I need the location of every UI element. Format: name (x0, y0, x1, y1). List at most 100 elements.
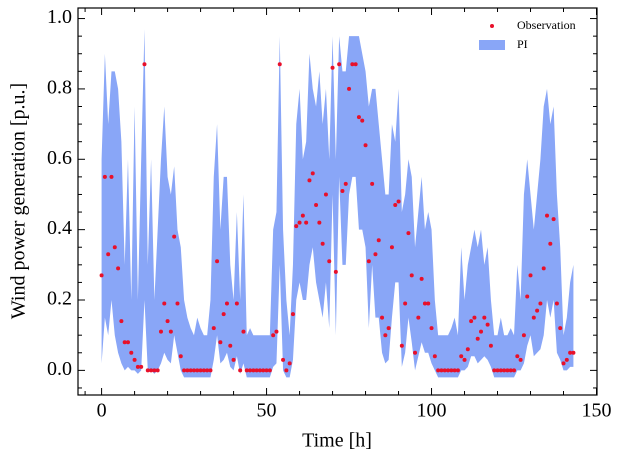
observation-point (264, 368, 269, 373)
observation-point (290, 312, 295, 317)
observation-point (112, 245, 117, 250)
y-tick-label: 0.2 (47, 288, 72, 310)
observation-point (360, 118, 365, 123)
observation-point (188, 368, 193, 373)
observation-point (422, 301, 427, 306)
y-axis-label: Wind power generation [p.u.] (8, 83, 30, 319)
observation-point (333, 269, 338, 274)
observation-point (165, 319, 170, 324)
observation-point (142, 62, 147, 67)
observation-point (337, 62, 342, 67)
observation-point (132, 357, 137, 362)
observation-point (277, 62, 282, 67)
observation-point (294, 224, 299, 229)
observation-point (307, 178, 312, 183)
observation-point (554, 301, 559, 306)
observation-point (376, 238, 381, 243)
observation-point (488, 343, 493, 348)
observation-point (452, 368, 457, 373)
observation-point (218, 340, 223, 345)
observation-point (363, 143, 368, 148)
observation-point (304, 220, 309, 225)
observation-point (548, 241, 553, 246)
observation-point (531, 315, 536, 320)
observation-point (482, 315, 487, 320)
y-tick-label: 0.6 (47, 147, 72, 169)
observation-point (469, 319, 474, 324)
observation-point (327, 259, 332, 264)
observation-point (403, 301, 408, 306)
observation-point (139, 364, 144, 369)
observation-point (439, 368, 444, 373)
observation-point (122, 340, 127, 345)
observation-point (145, 368, 150, 373)
observation-point (297, 220, 302, 225)
observation-point (135, 364, 140, 369)
observation-point (158, 329, 163, 334)
x-tick-label: 100 (417, 400, 447, 422)
y-tick-label: 1.0 (47, 6, 72, 28)
observation-point (317, 220, 322, 225)
observation-point (498, 368, 503, 373)
observation-point (257, 368, 262, 373)
observation-point (215, 259, 220, 264)
observation-point (310, 171, 315, 176)
observation-point (492, 368, 497, 373)
observation-point (211, 326, 216, 331)
observation-point (393, 203, 398, 208)
observation-point (518, 357, 523, 362)
x-tick-label: 0 (97, 400, 107, 422)
observation-point (383, 333, 388, 338)
observation-point (446, 368, 451, 373)
observation-point (152, 368, 157, 373)
observation-point (340, 188, 345, 193)
x-tick-label: 50 (257, 400, 277, 422)
observation-point (564, 357, 569, 362)
observation-point (172, 234, 177, 239)
observation-point (571, 350, 576, 355)
observation-point (224, 301, 229, 306)
observation-point (512, 368, 517, 373)
observation-point (551, 217, 556, 222)
observation-point (254, 368, 259, 373)
observation-point (419, 276, 424, 281)
observation-point (472, 315, 477, 320)
observation-point (191, 368, 196, 373)
observation-point (205, 368, 210, 373)
observation-point (396, 199, 401, 204)
observation-point (389, 245, 394, 250)
observation-point (406, 231, 411, 236)
legend-label: PI (517, 37, 528, 51)
observation-point (231, 357, 236, 362)
x-axis-label: Time [h] (302, 430, 372, 452)
observation-point (314, 203, 319, 208)
observation-point (267, 368, 272, 373)
observation-point (201, 368, 206, 373)
observation-point (274, 329, 279, 334)
observation-point (261, 368, 266, 373)
observation-point (251, 368, 256, 373)
observation-point (508, 368, 513, 373)
observation-point (228, 343, 233, 348)
observation-point (168, 329, 173, 334)
observation-point (149, 368, 154, 373)
legend-swatch (479, 40, 505, 50)
observation-point (241, 329, 246, 334)
observation-point (323, 192, 328, 197)
observation-point (462, 357, 467, 362)
observation-point (515, 354, 520, 359)
observation-point (195, 368, 200, 373)
observation-point (541, 266, 546, 271)
observation-point (485, 322, 490, 327)
observation-point (162, 301, 167, 306)
observation-point (356, 115, 361, 120)
observation-point (281, 357, 286, 362)
observation-point (502, 368, 507, 373)
y-tick-label: 0.4 (47, 217, 72, 239)
y-tick-label: 0.0 (47, 358, 72, 380)
observation-point (244, 368, 249, 373)
observation-point (347, 86, 352, 91)
observation-point (125, 340, 130, 345)
observation-point (528, 273, 533, 278)
